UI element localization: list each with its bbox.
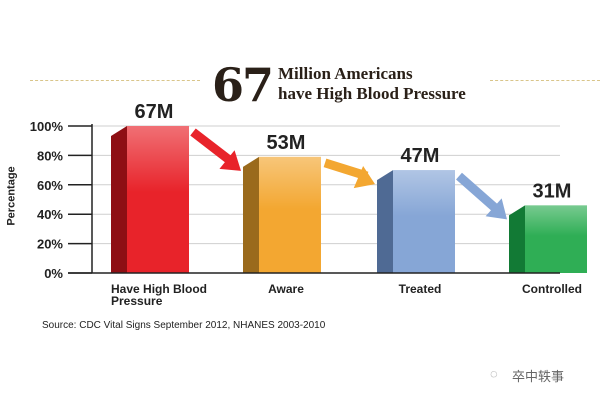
flow-arrow-shaft [190,128,236,167]
flow-arrow-head [219,150,241,171]
y-tick-label: 0% [44,266,63,281]
bar-highlight [259,156,321,273]
y-tick-label: 80% [37,148,63,163]
bar-side [377,170,393,273]
headline-line1: Million Americans [278,64,413,83]
flow-arrow-head [485,198,507,220]
data-label: 31M [533,180,572,202]
category-label: Controlled [522,282,582,296]
bar-side [509,205,525,273]
decorative-divider-right [490,80,600,81]
bar-side [243,156,259,273]
headline-line2: have High Blood Pressure [278,84,466,103]
decorative-divider-left [30,80,200,81]
data-label: 53M [267,132,306,154]
data-label: 47M [401,145,440,167]
source-note: Source: CDC Vital Signs September 2012, … [42,320,326,331]
watermark-text: 卒中轶事 [512,369,565,384]
y-tick-label: 60% [37,178,63,193]
flow-arrow-head [353,166,375,189]
headline-number: 67 [212,58,274,112]
y-tick-label: 40% [37,207,63,222]
category-label: Pressure [111,294,163,308]
wechat-icon: ◌ [490,366,498,381]
category-label: Aware [268,282,304,296]
y-tick-label: 20% [37,237,63,252]
category-label: Treated [399,282,442,296]
category-label: Have High Blood [111,282,207,296]
y-tick-label: 100% [30,119,64,134]
bar-side [111,126,127,273]
bar-highlight [127,126,189,273]
bar-highlight [393,170,455,273]
bar-highlight [525,205,587,273]
data-label: 67M [135,101,174,123]
flow-arrow-shaft [456,172,502,215]
